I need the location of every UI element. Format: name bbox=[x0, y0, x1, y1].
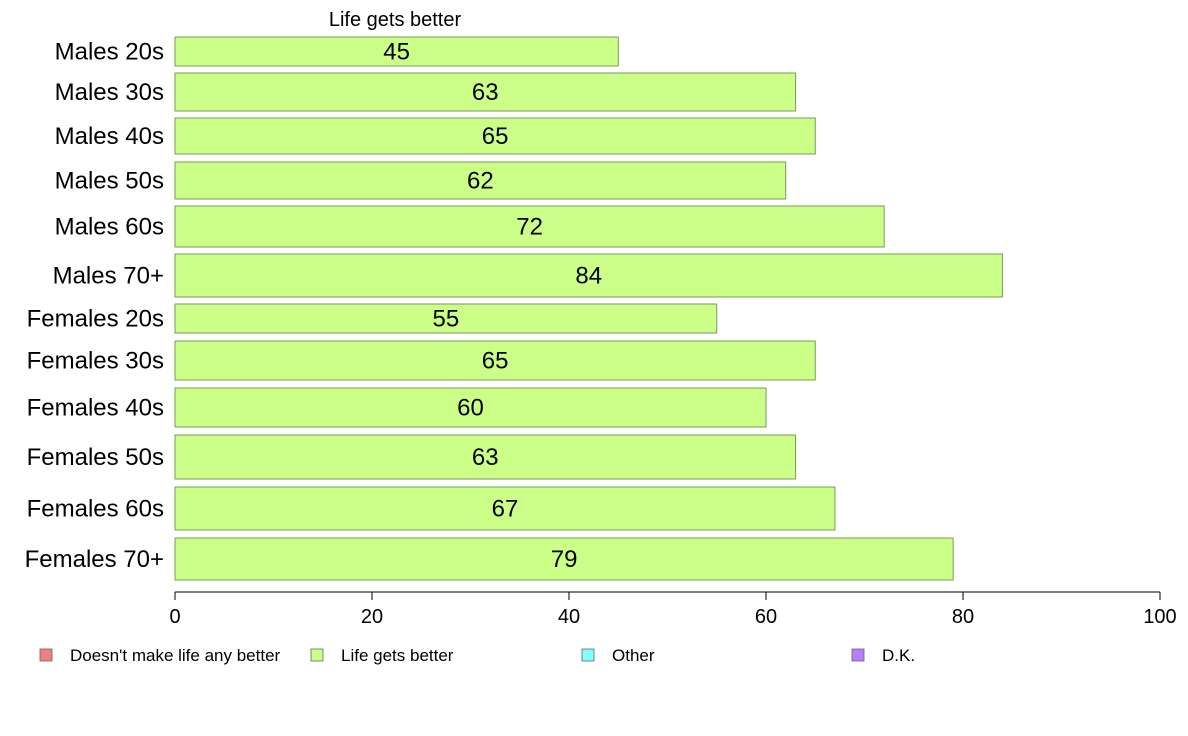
category-label: Males 20s bbox=[55, 39, 164, 66]
series-title: Life gets better bbox=[329, 9, 462, 31]
category-label: Females 30s bbox=[27, 348, 164, 375]
value-labels: 45 63 65 62 72 84 55 65 60 63 67 79 bbox=[383, 39, 602, 574]
legend-swatch bbox=[39, 648, 53, 662]
category-label: Females 20s bbox=[27, 306, 164, 333]
legend-label: Life gets better bbox=[341, 646, 454, 665]
legend-swatch bbox=[851, 648, 865, 662]
x-tick-label: 60 bbox=[755, 606, 777, 628]
legend-label: D.K. bbox=[882, 646, 915, 665]
value-label: 72 bbox=[516, 214, 543, 241]
category-label: Females 60s bbox=[27, 496, 164, 523]
category-label: Males 50s bbox=[55, 168, 164, 195]
bar bbox=[174, 486, 836, 531]
bar bbox=[174, 205, 885, 248]
category-label: Females 40s bbox=[27, 395, 164, 422]
value-label: 63 bbox=[472, 79, 499, 106]
value-label: 62 bbox=[467, 168, 494, 195]
x-tick-label: 0 bbox=[169, 606, 180, 628]
bar bbox=[174, 72, 797, 112]
bar bbox=[174, 303, 718, 334]
x-tick-label: 100 bbox=[1143, 606, 1176, 628]
legend: Doesn't make life any better Life gets be… bbox=[39, 646, 915, 665]
category-label: Males 70+ bbox=[53, 263, 164, 290]
value-label: 65 bbox=[482, 123, 509, 150]
value-label: 84 bbox=[575, 263, 602, 290]
x-tick-label: 20 bbox=[361, 606, 383, 628]
category-label: Females 50s bbox=[27, 444, 164, 471]
value-label: 60 bbox=[457, 395, 484, 422]
value-label: 63 bbox=[472, 444, 499, 471]
legend-swatch bbox=[310, 648, 324, 662]
category-labels: Males 20s Males 30s Males 40s Males 50s Male… bbox=[25, 39, 164, 574]
bar bbox=[174, 537, 954, 581]
category-label: Males 60s bbox=[55, 214, 164, 241]
x-tick-label: 80 bbox=[952, 606, 974, 628]
value-label: 67 bbox=[492, 496, 519, 523]
legend-label: Other bbox=[612, 646, 655, 665]
category-label: Males 30s bbox=[55, 79, 164, 106]
value-label: 79 bbox=[551, 546, 578, 573]
bars-group bbox=[174, 36, 1003, 581]
x-axis: 0 20 40 60 80 100 bbox=[169, 591, 1177, 628]
bar bbox=[174, 161, 787, 200]
value-label: 55 bbox=[433, 306, 460, 333]
legend-label: Doesn't make life any better bbox=[70, 646, 281, 665]
bar bbox=[174, 117, 816, 155]
bar bbox=[174, 387, 767, 428]
category-label: Males 40s bbox=[55, 123, 164, 150]
x-tick-label: 40 bbox=[558, 606, 580, 628]
bar bbox=[174, 36, 619, 67]
bar bbox=[174, 434, 797, 480]
value-label: 45 bbox=[383, 39, 410, 66]
category-label: Females 70+ bbox=[25, 546, 164, 573]
bar bbox=[174, 340, 816, 381]
value-label: 65 bbox=[482, 348, 509, 375]
legend-swatch bbox=[581, 648, 595, 662]
bar bbox=[174, 253, 1003, 298]
